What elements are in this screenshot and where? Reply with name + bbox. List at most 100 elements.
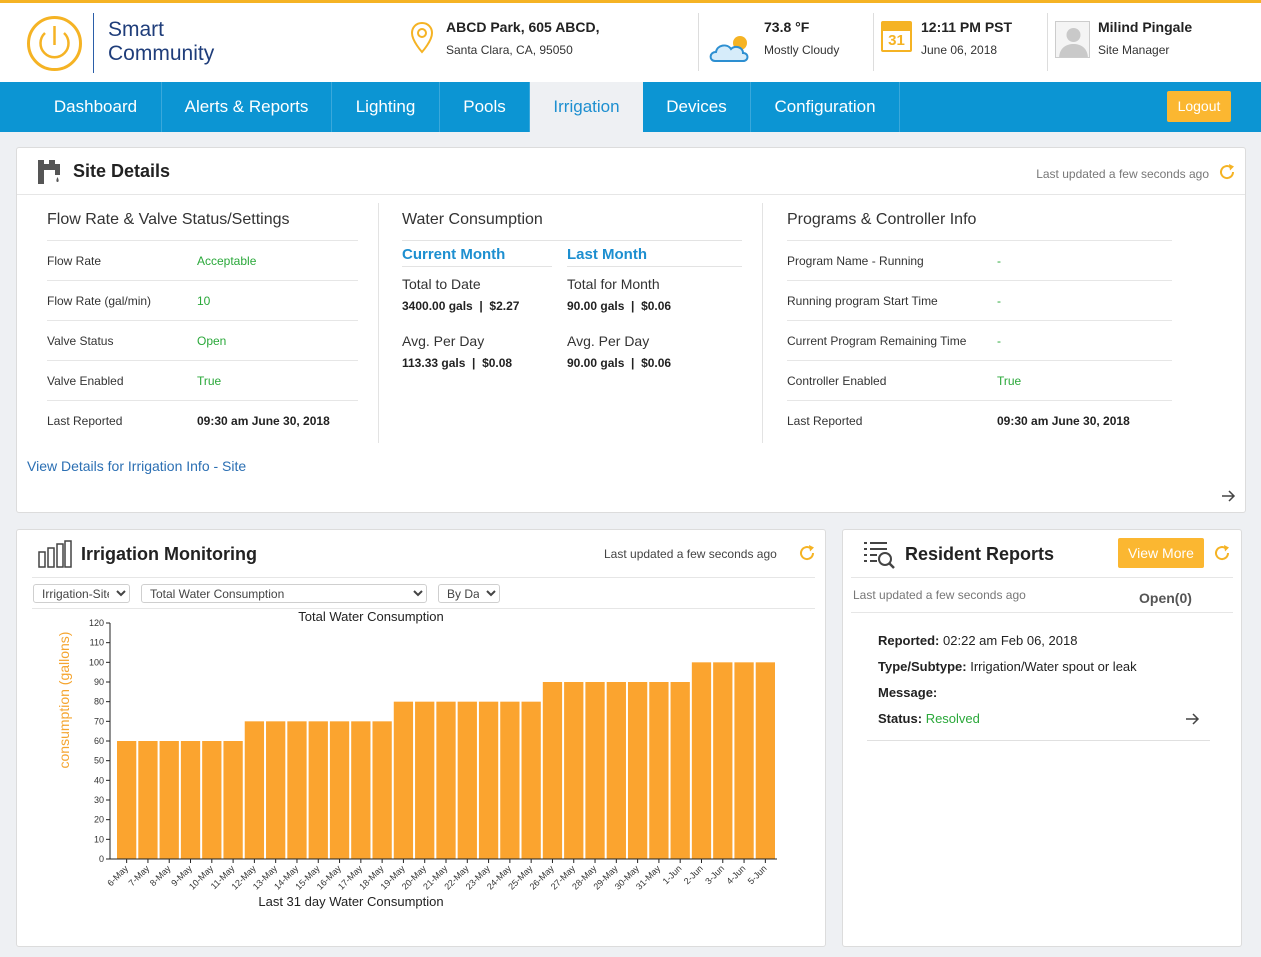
- chart-bar: [649, 682, 669, 859]
- avatar[interactable]: [1055, 21, 1090, 58]
- tab-irrigation[interactable]: Irrigation: [530, 82, 643, 132]
- chart-bar: [308, 721, 328, 859]
- logo-divider: [93, 13, 94, 73]
- panel-divider: [851, 577, 1233, 578]
- chart-bar: [755, 662, 775, 859]
- message-label: Message:: [878, 685, 938, 700]
- panel-divider: [851, 612, 1233, 613]
- flow-row-value: True: [197, 374, 222, 388]
- water-underline: [402, 266, 552, 267]
- user-role: Site Manager: [1098, 43, 1170, 57]
- chart-bar: [500, 701, 520, 859]
- chart-bar: [734, 662, 754, 859]
- last-month-heading: Last Month: [567, 246, 647, 263]
- chart-bar: [542, 682, 563, 859]
- panel-divider: [32, 577, 815, 578]
- flow-row-label: Flow Rate: [47, 254, 102, 268]
- chart-bar: [202, 741, 222, 859]
- open-count-tab[interactable]: Open(0): [1139, 590, 1192, 606]
- logo-line-1: Smart: [108, 18, 165, 41]
- program-row-value: -: [997, 334, 1001, 348]
- refresh-icon[interactable]: [1218, 163, 1236, 181]
- program-row: Current Program Remaining Time -: [787, 320, 1172, 360]
- chart-bar: [713, 662, 733, 859]
- irrigation-monitoring-panel: Irrigation Monitoring Last updated a few…: [16, 529, 826, 947]
- column-divider: [762, 203, 763, 443]
- user-name[interactable]: Milind Pingale: [1098, 19, 1193, 35]
- tab-devices[interactable]: Devices: [643, 82, 751, 132]
- monitoring-updated: Last updated a few seconds ago: [604, 547, 777, 561]
- program-row: Last Reported 09:30 am June 30, 2018: [787, 400, 1172, 440]
- program-row: Program Name - Running -: [787, 240, 1172, 280]
- y-tick-label: 30: [94, 795, 104, 805]
- arrow-right-icon[interactable]: [1184, 711, 1200, 727]
- program-row-label: Current Program Remaining Time: [787, 334, 967, 348]
- tab-alerts-reports[interactable]: Alerts & Reports: [162, 82, 332, 132]
- arrow-right-icon[interactable]: [1220, 488, 1236, 504]
- power-logo-icon: [27, 16, 82, 71]
- view-more-button[interactable]: View More: [1118, 538, 1204, 568]
- x-tick-label: 5-Jun: [746, 863, 769, 886]
- site-details-panel: Site Details Last updated a few seconds …: [16, 147, 1246, 513]
- chart-bar: [415, 701, 435, 859]
- program-row-value: True: [997, 374, 1022, 388]
- weather-info: 73.8 °F Mostly Cloudy: [764, 19, 839, 71]
- refresh-icon[interactable]: [798, 544, 816, 562]
- current-date: June 06, 2018: [921, 43, 998, 57]
- chart-bar: [266, 721, 286, 859]
- tab-dashboard[interactable]: Dashboard: [30, 82, 162, 132]
- last-avg-value: 90.00 gals | $0.06: [567, 356, 672, 370]
- tab-configuration[interactable]: Configuration: [751, 82, 900, 132]
- header-separator: [873, 13, 874, 71]
- logout-button[interactable]: Logout: [1167, 91, 1231, 122]
- chart-bar: [287, 721, 307, 859]
- y-tick-label: 90: [94, 677, 104, 687]
- x-tick-label: 7-May: [127, 863, 152, 888]
- status-value: Resolved: [925, 711, 980, 726]
- resident-updated: Last updated a few seconds ago: [853, 588, 1026, 602]
- program-row-label: Program Name - Running: [787, 254, 924, 268]
- view-details-link[interactable]: View Details for Irrigation Info - Site: [27, 458, 247, 474]
- panel-divider: [32, 608, 815, 609]
- period-select[interactable]: By Day: [438, 584, 500, 603]
- report-reported: Reported: 02:22 am Feb 06, 2018: [878, 633, 1077, 648]
- y-tick-label: 70: [94, 716, 104, 726]
- type-value: Irrigation/Water spout or leak: [970, 659, 1137, 674]
- current-total-label: Total to Date: [402, 276, 481, 292]
- metric-select[interactable]: Total Water Consumption: [141, 584, 427, 603]
- site-select[interactable]: Irrigation-Site: [33, 584, 130, 603]
- y-tick-label: 50: [94, 756, 104, 766]
- tab-lighting[interactable]: Lighting: [332, 82, 440, 132]
- x-axis-label: Last 31 day Water Consumption: [258, 894, 443, 909]
- chart-bar: [457, 701, 477, 859]
- program-row: Running program Start Time -: [787, 280, 1172, 320]
- datetime-info: 12:11 PM PST June 06, 2018: [921, 19, 1012, 71]
- chart-bar: [223, 741, 243, 859]
- chart-bar: [627, 682, 648, 859]
- chart-bar: [670, 682, 690, 859]
- flow-row-label: Last Reported: [47, 414, 123, 428]
- user-silhouette-icon: [1059, 28, 1088, 57]
- chart-bar: [691, 662, 712, 859]
- refresh-icon[interactable]: [1213, 544, 1231, 562]
- chart-bar: [329, 721, 350, 859]
- water-consumption-chart: 0 10 20 30 40 50 60 70 80 90 100 110 120 6-May7-May8-…: [56, 609, 777, 909]
- faucet-icon: [38, 160, 60, 184]
- chart-bar: [159, 741, 179, 859]
- x-tick-label: 8-May: [148, 863, 173, 888]
- water-underline: [567, 266, 742, 267]
- report-search-icon: [864, 542, 895, 569]
- chart-bar: [244, 721, 265, 859]
- user-info: Milind Pingale Site Manager: [1098, 19, 1192, 71]
- report-status: Status: Resolved: [878, 711, 980, 726]
- reported-value: 02:22 am Feb 06, 2018: [943, 633, 1078, 648]
- flow-row-label: Valve Status: [47, 334, 114, 348]
- program-row: Controller Enabled True: [787, 360, 1172, 400]
- y-tick-label: 20: [94, 815, 104, 825]
- panel-divider: [17, 194, 1245, 195]
- water-section-title: Water Consumption: [402, 211, 543, 228]
- y-tick-label: 80: [94, 697, 104, 707]
- flow-row-label: Valve Enabled: [47, 374, 124, 388]
- flow-row: Valve Enabled True: [47, 360, 358, 400]
- tab-pools[interactable]: Pools: [440, 82, 530, 132]
